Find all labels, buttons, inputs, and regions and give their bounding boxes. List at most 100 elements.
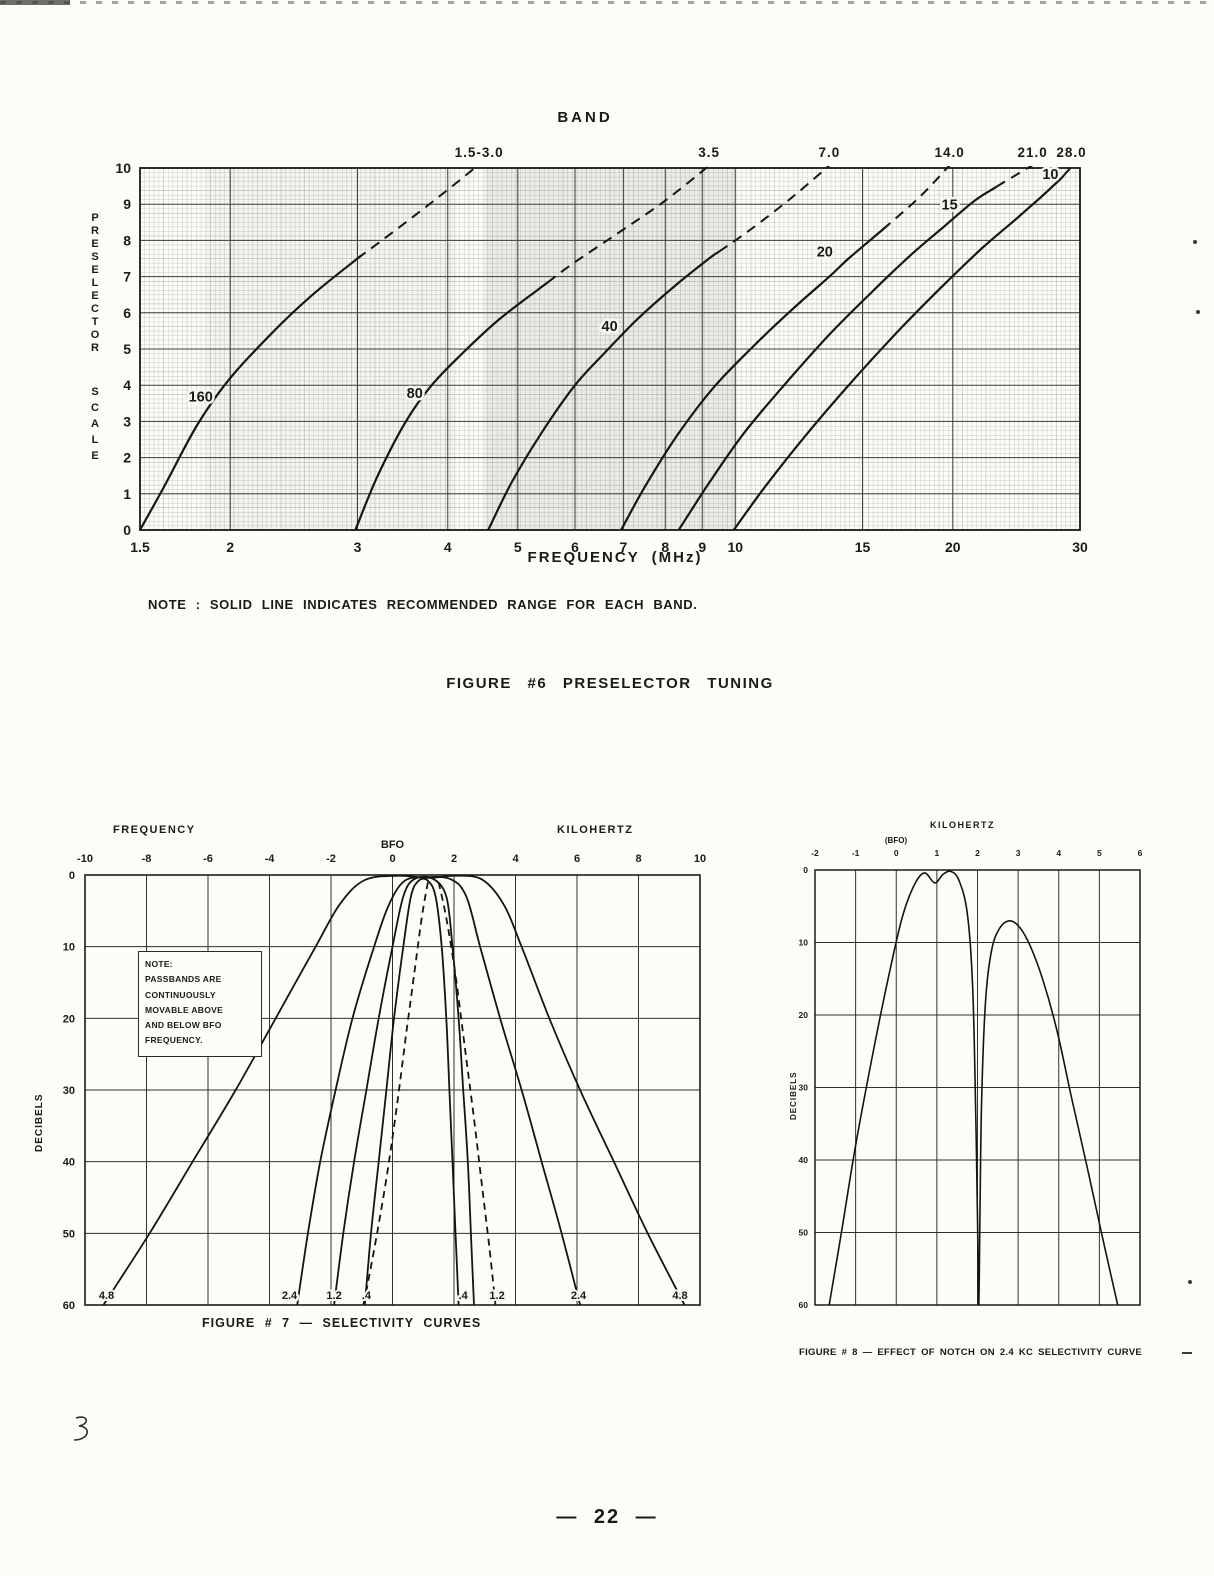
y-tick-label: 20 (799, 1010, 809, 1020)
curve-0.4 (363, 877, 460, 1306)
x-tick-label: 1 (935, 848, 940, 858)
y-tick-label: 30 (799, 1083, 809, 1093)
x-tick-label: 0 (389, 853, 395, 865)
band-curve-label: 160 (189, 389, 213, 405)
scan-artifact-squiggle (73, 1416, 88, 1441)
curve-160-solid (139, 254, 362, 531)
curve-40-solid (487, 250, 720, 531)
x-tick-label: -1 (852, 848, 860, 858)
y-tick-label: 7 (123, 269, 131, 285)
selectivity-curves-chart: -10 -8 -6 -4 -2 0 2 4 6 8 10 0 10 20 30 40 50 60 4.8 2.4 1.2… (63, 853, 706, 1312)
scan-artifact-dot (1193, 240, 1197, 244)
band-curve-label: 80 (407, 386, 423, 402)
curve-15-dashed (996, 166, 1034, 188)
bandwidth-label: 4.8 (672, 1290, 687, 1302)
curve-10-solid (732, 174, 1065, 531)
x-tick-label: 5 (514, 539, 522, 555)
selectivity-curves (102, 874, 686, 1306)
scan-artifact-dot (1188, 1280, 1192, 1284)
bandwidth-label: 4.8 (99, 1290, 114, 1302)
x-tick-label: -2 (811, 848, 819, 858)
notch-curve-group (828, 870, 1119, 1306)
fig8-top-label: KILOHERTZ (930, 820, 995, 830)
x-tick-label: 2 (451, 853, 457, 865)
y-tick-label: 10 (799, 938, 809, 948)
figure8-caption: FIGURE # 8 — EFFECT OF NOTCH ON 2.4 KC S… (799, 1347, 1143, 1358)
band-curve-label: 10 (1042, 167, 1058, 183)
x-tick-label: 3 (1016, 848, 1021, 858)
y-tick-label: 9 (123, 196, 131, 212)
y-tick-label: 0 (123, 522, 131, 538)
scan-artifact-top-corner (0, 0, 70, 5)
band-curve-label: 20 (817, 245, 833, 261)
y-tick-label: 2 (123, 450, 131, 466)
y-axis-title-scale: SCALE (89, 386, 101, 466)
bandwidth-label: 1.2 (326, 1290, 341, 1302)
x-tick-label: 2 (226, 539, 234, 555)
band-curve-label: 15 (942, 198, 958, 214)
curve-80-solid (354, 281, 549, 531)
plot-border (814, 869, 1141, 1306)
x-tick-label: -2 (326, 853, 336, 865)
y-tick-label: 6 (123, 305, 131, 321)
x-tick-label: 5 (1097, 848, 1102, 858)
fig7-y-axis-title: DECIBELS (34, 1093, 45, 1152)
x-tick-label: -10 (77, 853, 93, 865)
x-tick-label: 6 (571, 539, 579, 555)
fig7-bfo-label: BFO (380, 839, 405, 851)
fig7-note-box: NOTE: PASSBANDS ARE CONTINUOUSLY MOVABLE… (138, 951, 262, 1057)
scan-artifact-dash (1182, 1352, 1192, 1354)
fig8-y-axis-title: DECIBELS (789, 1071, 798, 1120)
x-tick-label: -4 (265, 853, 276, 865)
y-tick-label: 40 (799, 1155, 809, 1165)
curve-20-dashed (882, 166, 951, 231)
x-tick-label: 15 (855, 539, 871, 555)
figure7-caption: FIGURE # 7 — SELECTIVITY CURVES (202, 1316, 482, 1330)
grid (84, 874, 701, 1306)
x-tick-label: 0 (894, 848, 899, 858)
x-tick-label: 2 (975, 848, 980, 858)
curve-15-solid (677, 185, 998, 531)
y-tick-label: 20 (63, 1013, 75, 1025)
y-tick-label: 50 (799, 1228, 809, 1238)
y-tick-label: 8 (123, 232, 131, 248)
fig8-bfo-label: (BFO) (884, 836, 908, 845)
x-tick-label: -8 (142, 853, 152, 865)
x-tick-label: 10 (727, 539, 743, 555)
curve-20-solid (620, 226, 887, 531)
band-range-label: 14.0 (934, 145, 964, 160)
x-tick-label: 8 (635, 853, 641, 865)
y-axis-title-preselector: PRESELECTOR (89, 212, 101, 355)
y-tick-label: 3 (123, 413, 131, 429)
squiggle-path (73, 1416, 88, 1441)
fig7-top-right-label: KILOHERTZ (557, 824, 634, 836)
bandwidth-label: .4 (459, 1290, 469, 1302)
y-tick-label: 0 (69, 870, 75, 882)
band-range-label: 1.5-3.0 (455, 145, 504, 160)
x-tick-label: 9 (698, 539, 706, 555)
band-range-label: 7.0 (819, 145, 841, 160)
curve-1.2 (333, 875, 475, 1306)
curve-movable-passband-right (437, 882, 497, 1306)
curve-80-dashed (547, 166, 711, 284)
band-range-label: 28.0 (1056, 145, 1086, 160)
curve-10-dashed (1063, 166, 1074, 176)
figure6-note: NOTE : SOLID LINE INDICATES RECOMMENDED … (148, 597, 698, 612)
x-tick-label: 4 (1056, 848, 1061, 858)
y-tick-label: 5 (123, 341, 131, 357)
y-tick-label: 1 (123, 486, 131, 502)
x-tick-label: 4 (444, 539, 452, 555)
bandwidth-label: 2.4 (282, 1290, 298, 1302)
curve-160-dashed (356, 166, 479, 260)
x-tick-label: -6 (203, 853, 213, 865)
curve-2.4-kc-with-notch (828, 870, 1119, 1306)
x-tick-label: 4 (512, 853, 519, 865)
x-tick-label: 10 (694, 853, 706, 865)
x-tick-label: 6 (1138, 848, 1143, 858)
bandwidth-label: 1.2 (489, 1290, 504, 1302)
curve-40-dashed (718, 166, 831, 253)
bandwidth-label: .4 (362, 1290, 372, 1302)
y-tick-label: 10 (63, 942, 75, 954)
band-range-label: 3.5 (698, 145, 720, 160)
plot-border (139, 167, 1081, 531)
